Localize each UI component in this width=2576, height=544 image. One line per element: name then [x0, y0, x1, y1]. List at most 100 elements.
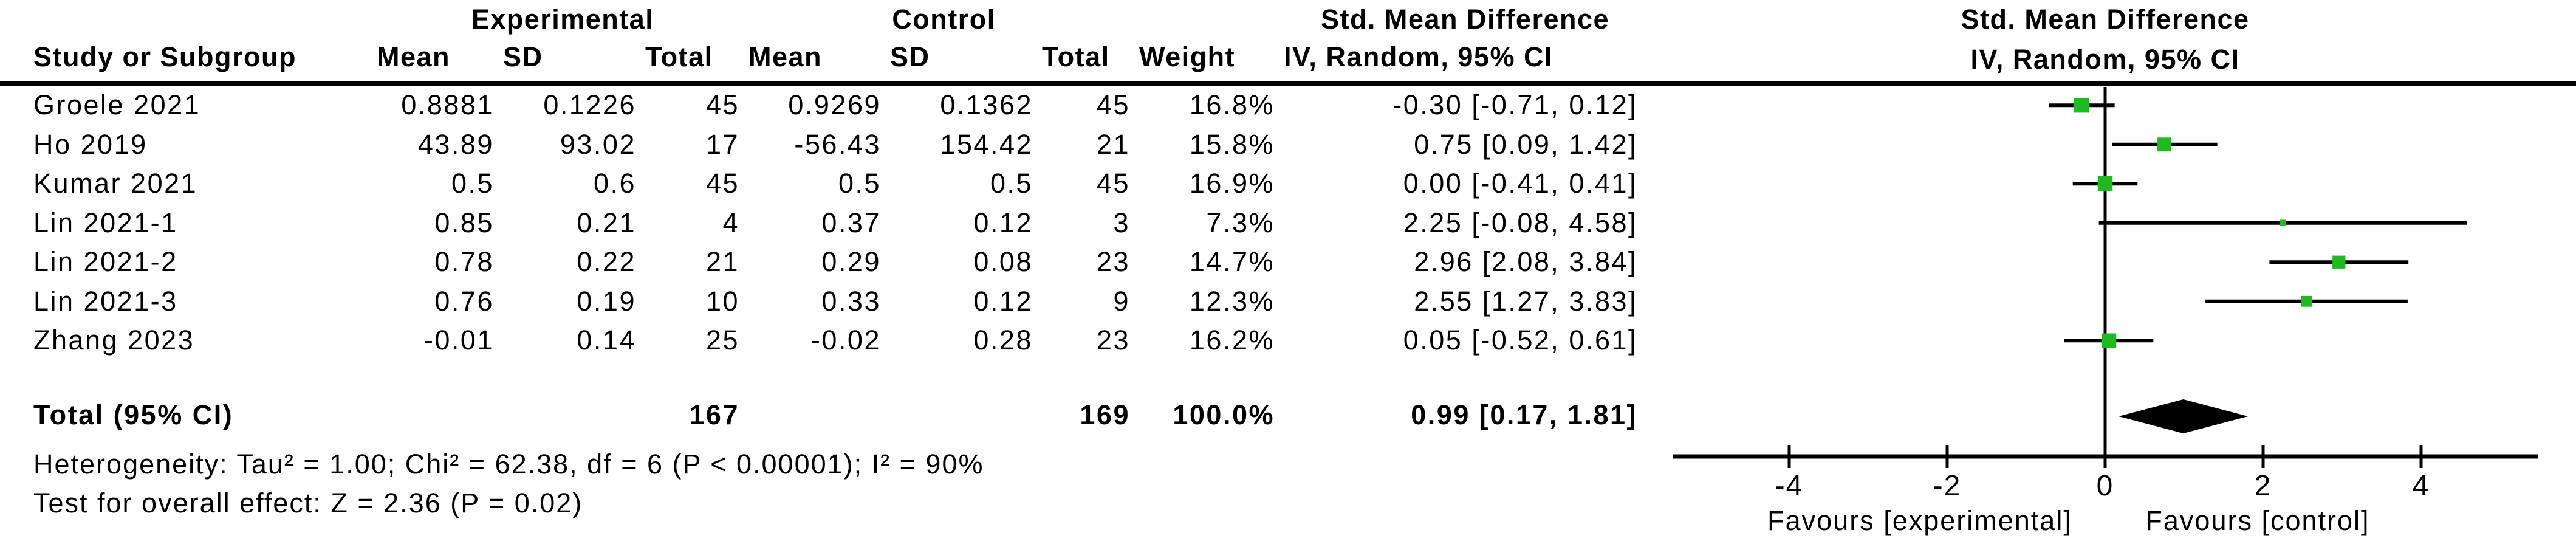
weight: 14.7% [1189, 246, 1275, 278]
group-header-smd-right: Std. Mean Difference [1961, 4, 2250, 35]
ctl-sd: 0.5 [990, 168, 1033, 199]
exp-sd: 0.19 [577, 285, 636, 317]
heterogeneity-text: Heterogeneity: Tau² = 1.00; Chi² = 62.38… [33, 449, 984, 480]
table-header: Experimental Control Std. Mean Differenc… [0, 0, 2576, 86]
total-exp-total: 167 [689, 399, 739, 430]
ctl-total: 21 [1096, 128, 1130, 160]
total-label: Total (95% CI) [33, 399, 234, 430]
ctl-total: 23 [1096, 325, 1130, 356]
exp-mean: 0.8881 [401, 89, 494, 121]
ctl-total: 3 [1113, 207, 1130, 238]
study-label: Lin 2021-1 [33, 207, 178, 238]
col-header-exp-total: Total [645, 41, 713, 72]
ctl-sd: 154.42 [940, 128, 1033, 160]
ctl-mean: -56.43 [794, 128, 881, 160]
weight: 15.8% [1189, 128, 1275, 160]
total-weight: 100.0% [1173, 399, 1275, 430]
exp-sd: 93.02 [560, 128, 636, 160]
ctl-total: 9 [1113, 285, 1130, 317]
exp-total: 45 [705, 89, 739, 121]
svg-text:2: 2 [2255, 470, 2272, 502]
ctl-sd: 0.28 [973, 325, 1033, 356]
svg-text:-2: -2 [1933, 470, 1962, 502]
exp-total: 21 [705, 246, 739, 278]
col-header-weight: Weight [1139, 41, 1236, 72]
forest-plot: -4 -2 0 2 4 Favours [experimental] Favours [co… [1673, 87, 2538, 536]
svg-text:Favours [experimental]: Favours [experimental] [1767, 505, 2072, 536]
col-header-study: Study or Subgroup [33, 41, 296, 72]
group-header-experimental: Experimental [471, 4, 654, 35]
ci-text: 0.00 [-0.41, 0.41] [1403, 168, 1637, 199]
ci-text: 2.25 [-0.08, 4.58] [1403, 207, 1637, 238]
total-ci-text: 0.99 [0.17, 1.81] [1411, 399, 1637, 430]
study-label: Ho 2019 [33, 128, 148, 160]
total-row: Total (95% CI) 167 169 100.0% 0.99 [0.17… [0, 395, 1646, 435]
study-label: Kumar 2021 [33, 168, 198, 199]
col-header-ci-right: IV, Random, 95% CI [1970, 44, 2240, 75]
ctl-total: 45 [1096, 89, 1130, 121]
svg-text:0: 0 [2097, 470, 2114, 502]
study-row: Lin 2021-1 0.85 0.21 4 0.37 0.12 3 7.3% 2.25 [-0… [0, 204, 1646, 243]
ctl-sd: 0.1362 [940, 89, 1033, 121]
study-row: Lin 2021-3 0.76 0.19 10 0.33 0.12 9 12.3% 2.55 [… [0, 282, 1646, 322]
exp-sd: 0.6 [593, 168, 636, 199]
exp-sd: 0.21 [577, 207, 636, 238]
ctl-mean: 0.33 [821, 285, 881, 317]
col-header-ctl-total: Total [1042, 41, 1110, 72]
ctl-sd: 0.12 [973, 207, 1033, 238]
weight: 16.2% [1189, 325, 1275, 356]
exp-mean: 0.5 [451, 168, 494, 199]
ctl-mean: 0.9269 [788, 89, 881, 121]
ctl-total: 23 [1096, 246, 1130, 278]
ctl-mean: 0.5 [838, 168, 881, 199]
exp-mean: 0.76 [434, 285, 494, 317]
col-header-exp-sd: SD [503, 41, 543, 72]
exp-mean: 0.78 [434, 246, 494, 278]
exp-mean: 0.85 [434, 207, 494, 238]
ctl-mean: 0.29 [821, 246, 881, 278]
exp-total: 17 [705, 128, 739, 160]
exp-sd: 0.14 [577, 325, 636, 356]
col-header-ctl-sd: SD [890, 41, 930, 72]
exp-total: 25 [705, 325, 739, 356]
ci-text: 0.75 [0.09, 1.42] [1414, 128, 1637, 160]
column-header-row: Study or Subgroup Mean SD Total Mean SD … [0, 41, 1646, 78]
ctl-sd: 0.12 [973, 285, 1033, 317]
study-label: Lin 2021-2 [33, 246, 178, 278]
ci-text: 2.55 [1.27, 3.83] [1414, 285, 1637, 317]
svg-text:Favours [control]: Favours [control] [2145, 505, 2369, 536]
exp-total: 10 [705, 285, 739, 317]
exp-sd: 0.1226 [543, 89, 636, 121]
study-label: Lin 2021-3 [33, 285, 178, 317]
group-header-smd-left: Std. Mean Difference [1320, 4, 1610, 35]
ctl-mean: -0.02 [810, 325, 881, 356]
weight: 12.3% [1189, 285, 1275, 317]
study-label: Zhang 2023 [33, 325, 195, 356]
svg-text:-4: -4 [1775, 470, 1804, 502]
ctl-total: 45 [1096, 168, 1130, 199]
weight: 16.8% [1189, 89, 1275, 121]
ci-text: -0.30 [-0.71, 0.12] [1392, 89, 1637, 121]
col-header-ci-left: IV, Random, 95% CI [1284, 41, 1553, 72]
study-row: Kumar 2021 0.5 0.6 45 0.5 0.5 45 16.9% 0.00 [-0.… [0, 164, 1646, 204]
overall-effect-text: Test for overall effect: Z = 2.36 (P = 0… [33, 487, 583, 518]
ci-text: 2.96 [2.08, 3.84] [1414, 246, 1637, 278]
col-header-ctl-mean: Mean [748, 41, 823, 72]
exp-sd: 0.22 [577, 246, 636, 278]
weight: 16.9% [1189, 168, 1275, 199]
total-ctl-total: 169 [1080, 399, 1130, 430]
study-label: Groele 2021 [33, 89, 201, 121]
exp-mean: -0.01 [423, 325, 494, 356]
study-rows: Groele 2021 0.8881 0.1226 45 0.9269 0.1362 45 1… [0, 86, 1646, 360]
ci-text: 0.05 [-0.52, 0.61] [1403, 325, 1637, 356]
exp-total: 45 [705, 168, 739, 199]
ctl-mean: 0.37 [821, 207, 881, 238]
study-row: Zhang 2023 -0.01 0.14 25 -0.02 0.28 23 16.2% 0.0… [0, 321, 1646, 360]
study-row: Groele 2021 0.8881 0.1226 45 0.9269 0.1362 45 1… [0, 86, 1646, 125]
ctl-sd: 0.08 [973, 246, 1033, 278]
exp-mean: 43.89 [417, 128, 494, 160]
study-row: Ho 2019 43.89 93.02 17 -56.43 154.42 21 15.8% 0.… [0, 125, 1646, 165]
group-header-control: Control [892, 4, 996, 35]
svg-text:4: 4 [2413, 470, 2430, 502]
